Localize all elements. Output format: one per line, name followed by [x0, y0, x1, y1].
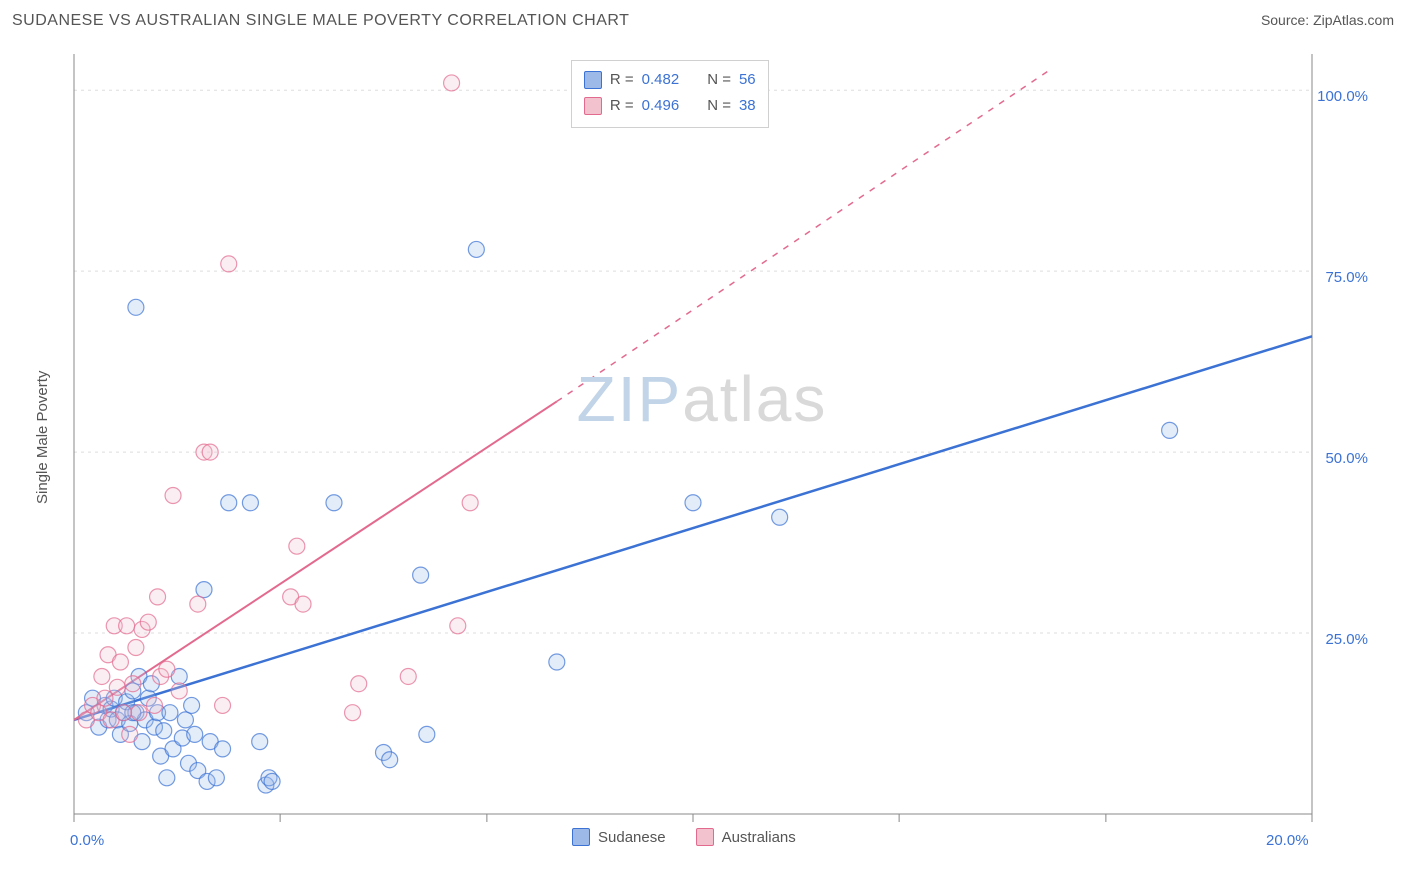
legend-stat-row: R = 0.482 N = 56 [584, 67, 756, 93]
x-tick-label: 0.0% [70, 832, 104, 849]
legend-label: Australians [722, 829, 796, 846]
y-tick-label: 50.0% [1325, 450, 1368, 467]
legend-swatch [696, 828, 714, 846]
y-tick-label: 75.0% [1325, 269, 1368, 286]
legend-swatch [584, 71, 602, 89]
legend-item: Sudanese [572, 828, 666, 846]
legend-stat-row: R = 0.496 N = 38 [584, 93, 756, 119]
r-value: 0.496 [642, 93, 680, 119]
n-value: 38 [739, 93, 756, 119]
y-axis-label: Single Male Poverty [34, 371, 51, 504]
x-tick-label: 20.0% [1266, 832, 1309, 849]
page-title: SUDANESE VS AUSTRALIAN SINGLE MALE POVER… [12, 12, 629, 30]
n-label: N = [707, 67, 731, 93]
r-value: 0.482 [642, 67, 680, 93]
y-tick-label: 100.0% [1317, 88, 1368, 105]
legend-swatch [572, 828, 590, 846]
source-label: Source: ZipAtlas.com [1261, 12, 1394, 28]
legend-swatch [584, 97, 602, 115]
y-tick-label: 25.0% [1325, 631, 1368, 648]
legend-label: Sudanese [598, 829, 666, 846]
r-label: R = [610, 93, 634, 119]
n-label: N = [707, 93, 731, 119]
legend-series: Sudanese Australians [572, 828, 796, 846]
correlation-chart: ZIPatlas Single Male Poverty R = 0.482N … [12, 34, 1392, 864]
chart-svg [12, 34, 1392, 864]
legend-correlation-stats: R = 0.482 N = 56 R = 0.496 N = 38 [571, 60, 769, 128]
n-value: 56 [739, 67, 756, 93]
legend-item: Australians [696, 828, 796, 846]
r-label: R = [610, 67, 634, 93]
